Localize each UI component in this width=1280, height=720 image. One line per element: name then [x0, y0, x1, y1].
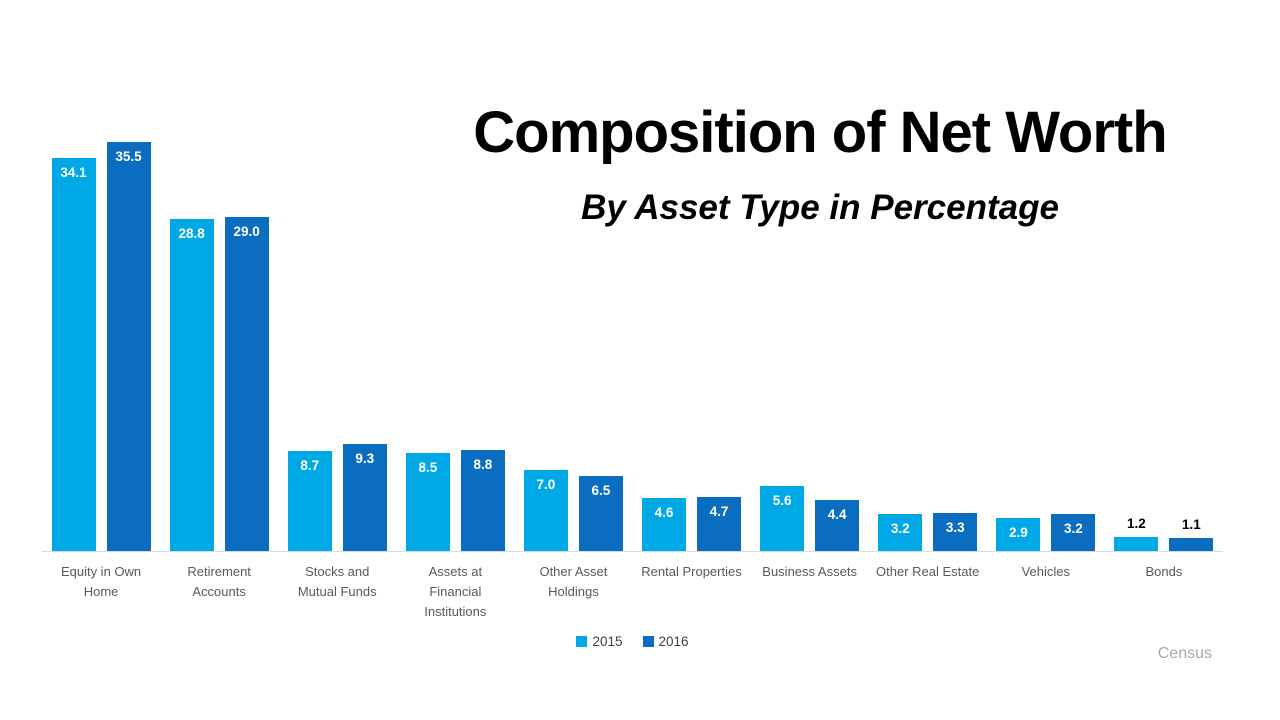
bar-value-label-2016-vehicles: 3.2 — [1063, 521, 1083, 536]
bar-2015-stocks-and-mutual-funds: 8.7 — [287, 451, 332, 551]
bar-2016-business-assets: 4.4 — [815, 500, 860, 551]
bar-value-label-2016-other-asset-holdings: 6.5 — [591, 483, 611, 498]
bar-2015-retirement-accounts: 28.8 — [169, 219, 214, 551]
x-axis-label-assets-at-financial-institutions: Assets at Financial Institutions — [424, 564, 487, 619]
bar-value-label-2015-vehicles: 2.9 — [1008, 525, 1028, 540]
legend-swatch-2016 — [642, 636, 654, 647]
bar-value-label-2016-stocks-and-mutual-funds: 9.3 — [355, 451, 375, 466]
category-group-other-asset-holdings: 7.0 6.5 — [514, 0, 632, 551]
bar-value-label-2016-retirement-accounts: 29.0 — [233, 224, 260, 239]
bar-2016-assets-at-financial-institutions: 8.8 — [460, 450, 505, 551]
chart-subtitle: By Asset Type in Percentage — [581, 188, 1059, 227]
x-axis-label-other-real-estate: Other Real Estate — [876, 564, 980, 579]
bar-value-label-2016-bonds: 1.1 — [1182, 517, 1201, 532]
chart-title: Composition of Net Worth — [473, 100, 1167, 165]
category-group-business-assets: 5.6 4.4 — [751, 0, 869, 551]
legend-item-2016: 2016 — [642, 634, 689, 649]
bar-value-label-2016-assets-at-financial-institutions: 8.8 — [473, 457, 493, 472]
bar-2016-other-real-estate: 3.3 — [933, 513, 978, 551]
bar-value-label-2016-business-assets: 4.4 — [827, 507, 847, 522]
bar-value-label-2015-other-real-estate: 3.2 — [890, 521, 910, 536]
bar-2016-rental-properties: 4.7 — [697, 497, 742, 551]
category-group-assets-at-financial-institutions: 8.5 8.8 — [396, 0, 514, 551]
bar-2015-assets-at-financial-institutions: 8.5 — [405, 453, 450, 551]
bar-value-label-2016-rental-properties: 4.7 — [709, 504, 729, 519]
x-axis-label-bonds: Bonds — [1145, 564, 1183, 579]
source-label: Census — [1157, 645, 1212, 662]
bar-value-label-2015-stocks-and-mutual-funds: 8.7 — [300, 458, 320, 473]
legend-swatch-2015 — [576, 636, 588, 647]
category-group-stocks-and-mutual-funds: 8.7 9.3 — [278, 0, 396, 551]
bar-2015-bonds: 1.2 — [1114, 516, 1159, 551]
x-axis-label-equity-in-own-home: Equity in Own Home — [60, 564, 142, 599]
bar-value-label-2016-equity-in-own-home: 35.5 — [115, 149, 142, 164]
bar-value-label-2015-assets-at-financial-institutions: 8.5 — [418, 460, 438, 475]
bar-value-label-2015-bonds: 1.2 — [1127, 516, 1146, 531]
bar-2016-other-asset-holdings: 6.5 — [578, 476, 623, 551]
x-axis-label-business-assets: Business Assets — [762, 564, 857, 579]
category-group-equity-in-own-home: 34.1 35.5 — [42, 0, 160, 551]
bar-2015-other-real-estate: 3.2 — [878, 514, 923, 551]
category-group-other-real-estate: 3.2 3.3 — [869, 0, 987, 551]
plot-area: 34.1 35.5 28.8 29.0 8.7 9.3 8.5 8.8 7.0 6.5 4.6 4.7… — [42, 0, 1223, 551]
bar-value-label-2015-retirement-accounts: 28.8 — [178, 226, 205, 241]
x-axis-label-rental-properties: Rental Properties — [641, 564, 742, 579]
bar-value-label-2015-other-asset-holdings: 7.0 — [536, 477, 556, 492]
bar-2016-bonds: 1.1 — [1169, 517, 1214, 551]
bar-2016-vehicles: 3.2 — [1051, 514, 1096, 551]
category-group-vehicles: 2.9 3.2 — [987, 0, 1105, 551]
category-group-retirement-accounts: 28.8 29.0 — [160, 0, 278, 551]
bar-2016-retirement-accounts: 29.0 — [224, 217, 269, 551]
x-axis-line — [42, 551, 1223, 552]
category-group-rental-properties: 4.6 4.7 — [633, 0, 751, 551]
bar-2015-other-asset-holdings: 7.0 — [523, 470, 568, 551]
category-group-bonds: 1.2 1.1 — [1105, 0, 1223, 551]
bar-2015-rental-properties: 4.6 — [642, 498, 687, 551]
title-block: Composition of Net Worth By Asset Type i… — [410, 100, 1230, 228]
legend-label-2015: 2015 — [592, 634, 623, 649]
legend-label-2016: 2016 — [658, 634, 689, 649]
x-axis-label-retirement-accounts: Retirement Accounts — [187, 564, 251, 599]
bar-2016-stocks-and-mutual-funds: 9.3 — [342, 444, 387, 551]
bar-2015-vehicles: 2.9 — [996, 518, 1041, 551]
bar-2015-business-assets: 5.6 — [760, 486, 805, 551]
x-axis-label-other-asset-holdings: Other Asset Holdings — [539, 564, 608, 599]
bar-2015-equity-in-own-home: 34.1 — [51, 158, 96, 551]
legend-item-2015: 2015 — [576, 634, 623, 649]
bar-value-label-2015-rental-properties: 4.6 — [654, 505, 674, 520]
bar-2016-equity-in-own-home: 35.5 — [106, 142, 151, 551]
bar-value-label-2015-equity-in-own-home: 34.1 — [60, 165, 87, 180]
x-axis-label-vehicles: Vehicles — [1021, 564, 1070, 579]
x-axis-labels: Equity in Own Home Retirement Accounts Sto… — [42, 562, 1223, 622]
legend: 2015 2016 — [42, 634, 1223, 649]
x-axis-label-stocks-and-mutual-funds: Stocks and Mutual Funds — [297, 564, 377, 599]
bar-value-label-2016-other-real-estate: 3.3 — [945, 520, 965, 535]
bar-value-label-2015-business-assets: 5.6 — [772, 493, 792, 508]
